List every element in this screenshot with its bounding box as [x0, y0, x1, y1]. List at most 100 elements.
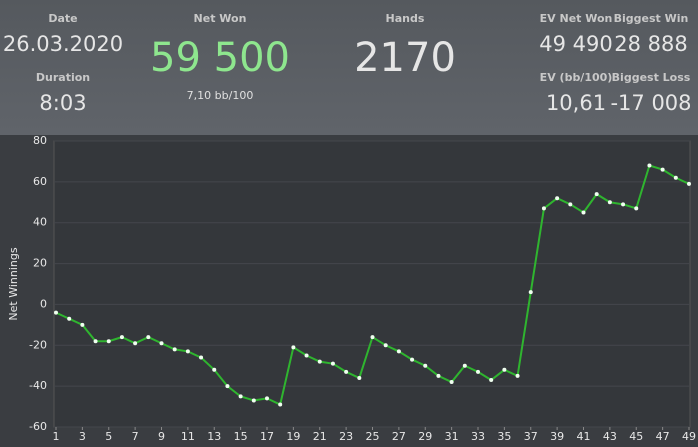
- data-point: [344, 369, 349, 374]
- x-tick-label: 7: [132, 430, 139, 443]
- data-point: [146, 335, 151, 340]
- value: 59 500: [150, 35, 290, 81]
- stats-header: Date 26.03.2020 Duration 8:03 Net Won 59…: [0, 0, 698, 135]
- data-point: [80, 322, 85, 327]
- x-tick-label: 29: [418, 430, 432, 443]
- x-tick-label: 25: [366, 430, 380, 443]
- y-tick-label: 40: [33, 216, 47, 229]
- data-point: [568, 202, 573, 207]
- y-tick-label: 60: [33, 175, 47, 188]
- y-tick-label: -40: [29, 379, 47, 392]
- data-point: [660, 167, 665, 172]
- x-tick-label: 47: [656, 430, 670, 443]
- value: 10,61: [545, 91, 607, 115]
- data-point: [212, 367, 217, 372]
- data-point: [238, 394, 243, 399]
- data-point: [317, 359, 322, 364]
- label: Hands: [385, 12, 425, 25]
- label: Net Won: [193, 12, 247, 25]
- data-point: [185, 349, 190, 354]
- x-tick-label: 33: [471, 430, 485, 443]
- data-point: [265, 396, 269, 401]
- data-point: [330, 361, 335, 366]
- plot-area: [53, 140, 691, 428]
- x-tick-label: 11: [181, 430, 195, 443]
- x-tick-label: 31: [445, 430, 459, 443]
- y-tick-label: 80: [33, 135, 47, 147]
- data-point: [133, 341, 138, 346]
- data-point: [647, 163, 652, 168]
- data-point: [278, 402, 283, 407]
- data-point: [106, 339, 111, 344]
- data-point: [476, 369, 480, 374]
- x-tick-label: 39: [550, 430, 564, 443]
- sub-value: 7,10 bb/100: [186, 89, 254, 102]
- data-point: [396, 349, 401, 354]
- x-tick-label: 23: [339, 430, 353, 443]
- data-point: [621, 202, 626, 207]
- label: Biggest Win: [613, 12, 689, 25]
- data-point: [541, 206, 546, 211]
- data-point: [225, 384, 230, 389]
- data-point: [172, 347, 177, 352]
- x-tick-label: 13: [207, 430, 221, 443]
- label: Date: [48, 12, 78, 25]
- y-tick-label: -60: [29, 420, 47, 433]
- x-tick-label: 49: [682, 430, 696, 443]
- x-tick-label: 21: [313, 430, 327, 443]
- data-point: [423, 363, 428, 368]
- x-tick-label: 5: [105, 430, 112, 443]
- x-tick-label: 35: [497, 430, 511, 443]
- data-point: [410, 357, 415, 362]
- data-point: [634, 206, 639, 211]
- value: 49 490: [539, 32, 613, 56]
- data-point: [357, 375, 362, 380]
- x-tick-label: 27: [392, 430, 406, 443]
- data-point: [673, 175, 678, 180]
- y-tick-label: 20: [33, 257, 47, 270]
- value: 28 888: [614, 32, 688, 56]
- data-point: [67, 316, 72, 321]
- label: EV Net Won: [539, 12, 613, 25]
- y-tick-label: 0: [40, 297, 47, 310]
- data-point: [436, 373, 441, 378]
- x-tick-label: 41: [577, 430, 591, 443]
- data-point: [54, 310, 58, 315]
- data-point: [304, 353, 309, 358]
- value: -17 008: [610, 91, 692, 115]
- data-point: [581, 210, 586, 215]
- data-point: [119, 335, 124, 340]
- y-tick-label: -20: [29, 338, 47, 351]
- x-tick-label: 37: [524, 430, 538, 443]
- x-tick-label: 45: [629, 430, 643, 443]
- data-point: [462, 363, 467, 368]
- x-tick-label: 9: [158, 430, 165, 443]
- data-point: [370, 335, 375, 340]
- x-tick-label: 43: [603, 430, 617, 443]
- data-point: [383, 343, 388, 348]
- data-point: [687, 181, 691, 186]
- value: 8:03: [39, 91, 87, 115]
- label: EV (bb/100): [539, 71, 613, 84]
- x-tick-label: 3: [79, 430, 86, 443]
- data-point: [93, 339, 98, 344]
- x-tick-label: 17: [260, 430, 274, 443]
- x-tick-label: 1: [53, 430, 60, 443]
- data-point: [515, 373, 520, 378]
- data-point: [502, 367, 507, 372]
- data-point: [607, 200, 612, 205]
- label: Duration: [35, 71, 91, 84]
- data-point: [555, 196, 560, 201]
- data-point: [528, 290, 533, 295]
- x-tick-label: 15: [234, 430, 248, 443]
- data-point: [489, 378, 494, 383]
- x-tick-label: 19: [286, 430, 300, 443]
- data-point: [251, 398, 256, 403]
- data-point: [199, 355, 204, 360]
- data-point: [159, 341, 164, 346]
- y-axis-label: Net Winnings: [7, 247, 20, 320]
- data-point: [594, 192, 599, 197]
- value: 26.03.2020: [2, 32, 124, 56]
